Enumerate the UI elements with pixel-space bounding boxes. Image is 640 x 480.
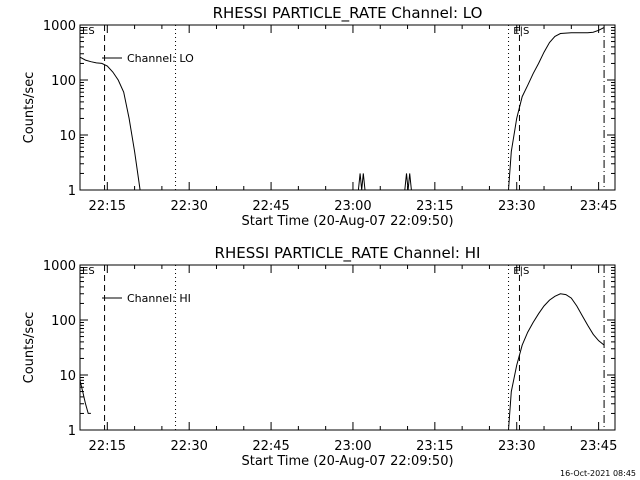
y-tick-label: 1000 [43, 19, 76, 34]
x-tick-label: 23:15 [416, 199, 453, 214]
x-tick-label: 22:30 [170, 199, 207, 214]
x-tick-label: 23:45 [580, 199, 617, 214]
x-tick-label: 23:30 [498, 199, 535, 214]
legend-entry: Channel: LO [127, 52, 194, 65]
series-line-segment [79, 380, 91, 414]
x-tick-label: 22:15 [89, 439, 126, 454]
y-axis-label: Counts/sec [22, 72, 37, 144]
plot-frame [79, 24, 616, 191]
series-line-segment [404, 173, 412, 191]
y-tick-label: 100 [51, 314, 76, 329]
y-axis-label: Counts/sec [22, 312, 37, 384]
x-tick-label: 23:15 [416, 439, 453, 454]
x-axis-label: Start Time (20-Aug-07 22:09:50) [241, 454, 453, 469]
flag-label: ES [82, 266, 95, 277]
x-tick-label: 23:30 [498, 439, 535, 454]
x-tick-label: 22:45 [252, 439, 289, 454]
series-line-segment [508, 293, 605, 431]
panel-lo: RHESSI PARTICLE_RATE Channel: LO 22:15 22:… [22, 4, 617, 229]
y-tick-label: 10 [59, 129, 76, 144]
flag-label: ES [82, 26, 95, 37]
x-tick-label: 22:15 [89, 199, 126, 214]
series-line-segment [357, 173, 366, 191]
x-tick-label: 22:45 [252, 199, 289, 214]
y-tick-label: 10 [59, 369, 76, 384]
y-tick-label: 1 [68, 424, 76, 439]
footer-timestamp: 16-Oct-2021 08:45 [560, 469, 636, 478]
flag-label: E|S [513, 26, 529, 37]
panel-hi: RHESSI PARTICLE_RATE Channel: HI 22:15 22:… [22, 244, 617, 469]
legend-entry: Channel: HI [127, 292, 191, 305]
x-tick-label: 23:45 [580, 439, 617, 454]
chart-title: RHESSI PARTICLE_RATE Channel: LO [213, 4, 483, 23]
y-tick-label: 1 [68, 184, 76, 199]
y-tick-label: 100 [51, 74, 76, 89]
y-tick-label: 1000 [43, 259, 76, 274]
x-tick-label: 22:30 [170, 439, 207, 454]
flag-label: E|S [513, 266, 529, 277]
plot-frame [79, 264, 616, 431]
x-tick-label: 23:00 [334, 439, 371, 454]
x-tick-label: 23:00 [334, 199, 371, 214]
x-axis-label: Start Time (20-Aug-07 22:09:50) [241, 214, 453, 229]
series-line-segment [79, 56, 141, 191]
chart-title: RHESSI PARTICLE_RATE Channel: HI [215, 244, 481, 263]
series-line-segment [508, 27, 605, 191]
